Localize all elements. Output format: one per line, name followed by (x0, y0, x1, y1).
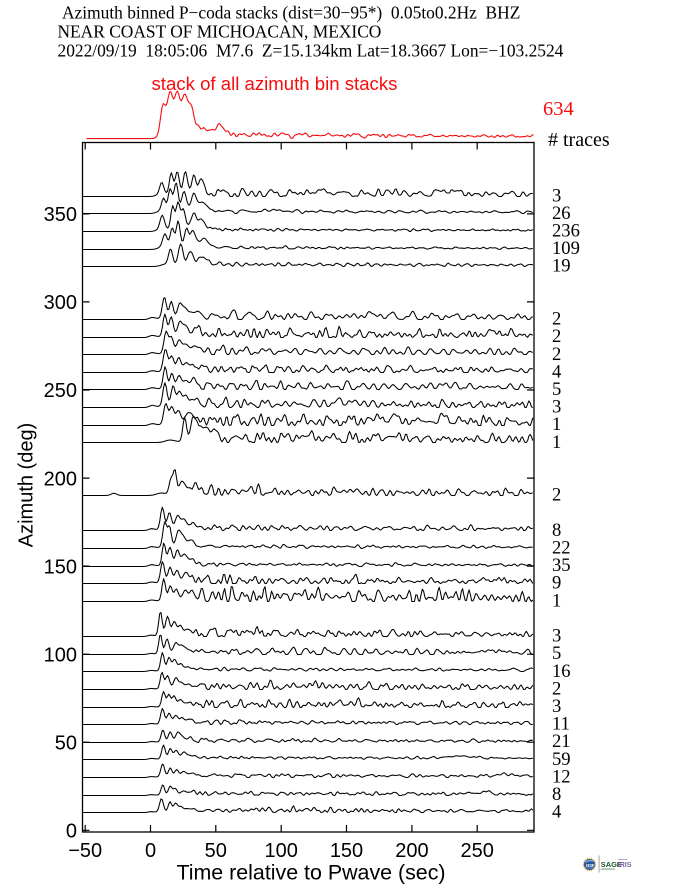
svg-text:1: 1 (552, 414, 561, 435)
svg-text:8: 8 (552, 784, 561, 805)
svg-text:−50: −50 (68, 840, 102, 862)
svg-text:2: 2 (552, 309, 561, 330)
svg-text:200: 200 (44, 468, 77, 490)
svg-text:3: 3 (552, 626, 561, 647)
svg-text:59: 59 (552, 749, 571, 770)
svg-text:SAGE: SAGE (601, 860, 622, 869)
svg-text:IRIS: IRIS (618, 862, 632, 869)
svg-text:2: 2 (552, 485, 561, 506)
svg-text:50: 50 (205, 840, 227, 862)
svg-text:11: 11 (552, 714, 570, 735)
svg-text:stack of all azimuth bin stack: stack of all azimuth bin stacks (152, 73, 398, 94)
svg-text:250: 250 (44, 380, 77, 402)
svg-text:4: 4 (552, 361, 561, 382)
svg-text:350: 350 (44, 204, 77, 226)
svg-text:100: 100 (265, 840, 298, 862)
svg-text:5: 5 (552, 643, 561, 664)
svg-text:Time relative to Pwave (sec): Time relative to Pwave (sec) (176, 861, 445, 885)
svg-text:16: 16 (552, 661, 571, 682)
svg-text:150: 150 (44, 556, 77, 578)
svg-text:35: 35 (552, 555, 571, 576)
svg-text:3: 3 (552, 185, 561, 206)
svg-text:0: 0 (66, 821, 77, 843)
svg-text:21: 21 (552, 731, 571, 752)
svg-text:2022/09/19 18:05:06 M7.6 Z=: 2022/09/19 18:05:06 M7.6 Z=15.134km Lat=… (58, 41, 564, 61)
svg-text:12: 12 (552, 767, 571, 788)
svg-text:8: 8 (552, 520, 561, 541)
svg-text:NEAR COAST OF MICHOACAN, MEXIC: NEAR COAST OF MICHOACAN, MEXICO (58, 21, 382, 41)
svg-text:109: 109 (552, 238, 580, 259)
svg-text:2: 2 (552, 678, 561, 699)
svg-text:4: 4 (552, 802, 561, 823)
svg-text:2: 2 (552, 344, 561, 365)
svg-text:9: 9 (552, 573, 561, 594)
svg-text:Azimuth (deg): Azimuth (deg) (16, 423, 38, 548)
svg-text:2: 2 (552, 326, 561, 347)
svg-text:236: 236 (552, 221, 580, 242)
svg-text:100: 100 (44, 644, 77, 666)
svg-text:50: 50 (55, 732, 77, 754)
svg-text:26: 26 (552, 203, 571, 224)
svg-text:# traces: # traces (548, 129, 610, 151)
svg-text:NSF: NSF (586, 863, 595, 868)
svg-text:19: 19 (552, 256, 571, 277)
svg-text:5: 5 (552, 379, 561, 400)
svg-text:3: 3 (552, 397, 561, 418)
svg-text:1: 1 (552, 432, 561, 453)
svg-text:150: 150 (330, 840, 363, 862)
svg-text:Azimuth binned P−coda stacks (: Azimuth binned P−coda stacks (dist=30−95… (62, 2, 520, 22)
svg-text:200: 200 (395, 840, 428, 862)
svg-text:0: 0 (145, 840, 156, 862)
svg-text:250: 250 (461, 840, 494, 862)
svg-text:3: 3 (552, 696, 561, 717)
svg-text:634: 634 (543, 98, 574, 120)
svg-text:300: 300 (44, 292, 77, 314)
svg-text:1: 1 (552, 590, 561, 611)
svg-text:22: 22 (552, 538, 571, 559)
